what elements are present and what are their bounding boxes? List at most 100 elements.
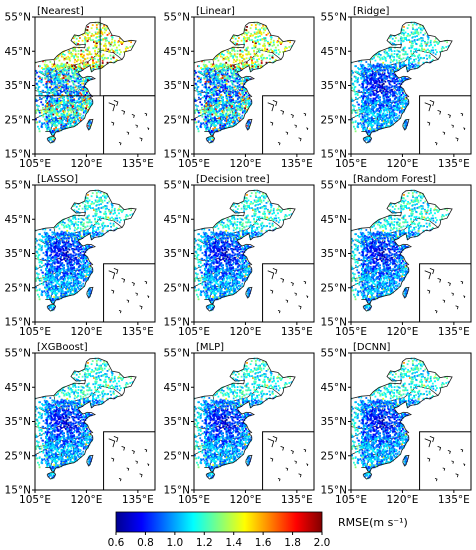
station-point [260,56,263,59]
station-point [88,31,91,34]
station-point [271,51,274,53]
station-point [104,42,107,45]
station-point [38,121,41,123]
station-point [58,85,61,87]
station-point [64,123,67,125]
station-point [46,122,49,125]
station-point [48,100,51,102]
station-point [245,48,248,51]
station-point [44,74,47,77]
station-point [87,99,89,102]
station-point [203,67,206,69]
station-point [377,63,379,65]
station-point [89,64,92,66]
station-point [77,70,79,72]
station-point [376,122,379,125]
station-point [71,117,74,120]
station-point [59,53,62,55]
station-point [112,56,115,59]
station-point [396,96,399,99]
station-point [353,125,355,128]
station-point [232,122,235,124]
station-point [103,24,105,27]
station-point [241,80,244,83]
station-point [362,102,365,105]
station-point [361,81,364,83]
station-point [382,93,385,96]
station-point [399,87,401,89]
station-point [225,68,228,71]
station-point [203,65,206,67]
station-point [357,67,359,69]
station-point [281,41,283,44]
station-point [243,94,246,96]
station-point [374,54,376,57]
station-point [234,110,237,113]
station-point [48,115,50,118]
station-point [232,98,234,100]
station-point [243,42,245,45]
station-point [364,101,366,103]
station-point [77,105,80,107]
station-point [47,95,49,98]
station-point [207,100,210,102]
station-point [45,116,48,118]
station-point [220,94,223,96]
station-point [378,65,381,67]
station-point [385,124,388,127]
station-point [77,120,80,122]
station-point [53,70,55,72]
station-point [61,66,64,69]
station-point [254,26,257,29]
station-point [213,70,216,72]
station-point [209,89,212,92]
station-point [51,121,54,123]
station-point [236,77,238,79]
station-point [230,102,233,105]
station-point [51,74,53,77]
station-point [213,129,216,132]
station-point [403,32,405,35]
station-point [245,96,248,99]
station-point [67,74,69,76]
station-point [265,27,268,30]
station-point [48,127,51,130]
station-point [65,87,68,89]
station-point [47,102,50,105]
station-point [362,129,365,132]
station-point [56,94,59,96]
inset-island [135,124,138,128]
station-point [224,65,227,68]
station-point [387,125,390,127]
station-point [198,96,200,99]
station-point [395,113,397,115]
station-point [218,65,221,67]
station-point [74,64,76,67]
station-point [386,51,388,54]
station-point [51,104,53,107]
station-point [384,49,387,52]
station-point [417,31,420,34]
station-point [366,71,369,73]
station-point [250,63,253,66]
station-point [46,128,49,130]
station-point [216,105,218,108]
station-point [383,67,386,70]
station-point [82,50,85,53]
station-point [44,123,47,126]
station-point [379,58,382,61]
station-point [59,65,62,67]
station-point [46,102,49,105]
station-point [68,66,71,68]
station-point [100,55,103,58]
station-point [360,119,363,122]
station-point [225,93,228,96]
station-point [238,37,240,39]
station-point [219,100,222,103]
station-point [60,69,63,72]
station-point [394,117,397,119]
station-point [92,34,95,37]
station-point [211,133,214,136]
station-point [227,94,229,96]
